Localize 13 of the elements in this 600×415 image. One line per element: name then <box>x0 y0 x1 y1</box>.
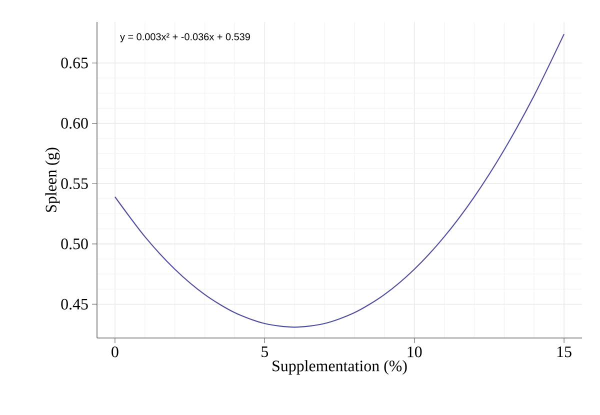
x-tick-label: 0 <box>112 346 118 358</box>
y-tick-label: 0.60 <box>61 118 88 129</box>
y-axis-title: Spleen (g) <box>45 148 60 212</box>
x-tick-label: 5 <box>262 346 268 358</box>
line-series <box>114 34 565 328</box>
y-tick-label: 0.55 <box>61 178 88 190</box>
x-tick-label: 10 <box>408 346 422 358</box>
y-tick-label: 0.65 <box>61 58 88 68</box>
x-axis-title: Supplementation (%) <box>272 360 407 375</box>
annotation: y = 0.003x² + -0.036x + 0.539 <box>120 33 250 42</box>
y-tick-label: 0.50 <box>61 238 88 250</box>
x-tick-label: 15 <box>557 346 572 358</box>
y-tick-label: 0.45 <box>61 298 88 310</box>
